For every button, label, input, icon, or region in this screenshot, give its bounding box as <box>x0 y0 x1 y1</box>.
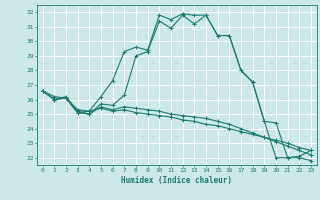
X-axis label: Humidex (Indice chaleur): Humidex (Indice chaleur) <box>121 176 232 185</box>
